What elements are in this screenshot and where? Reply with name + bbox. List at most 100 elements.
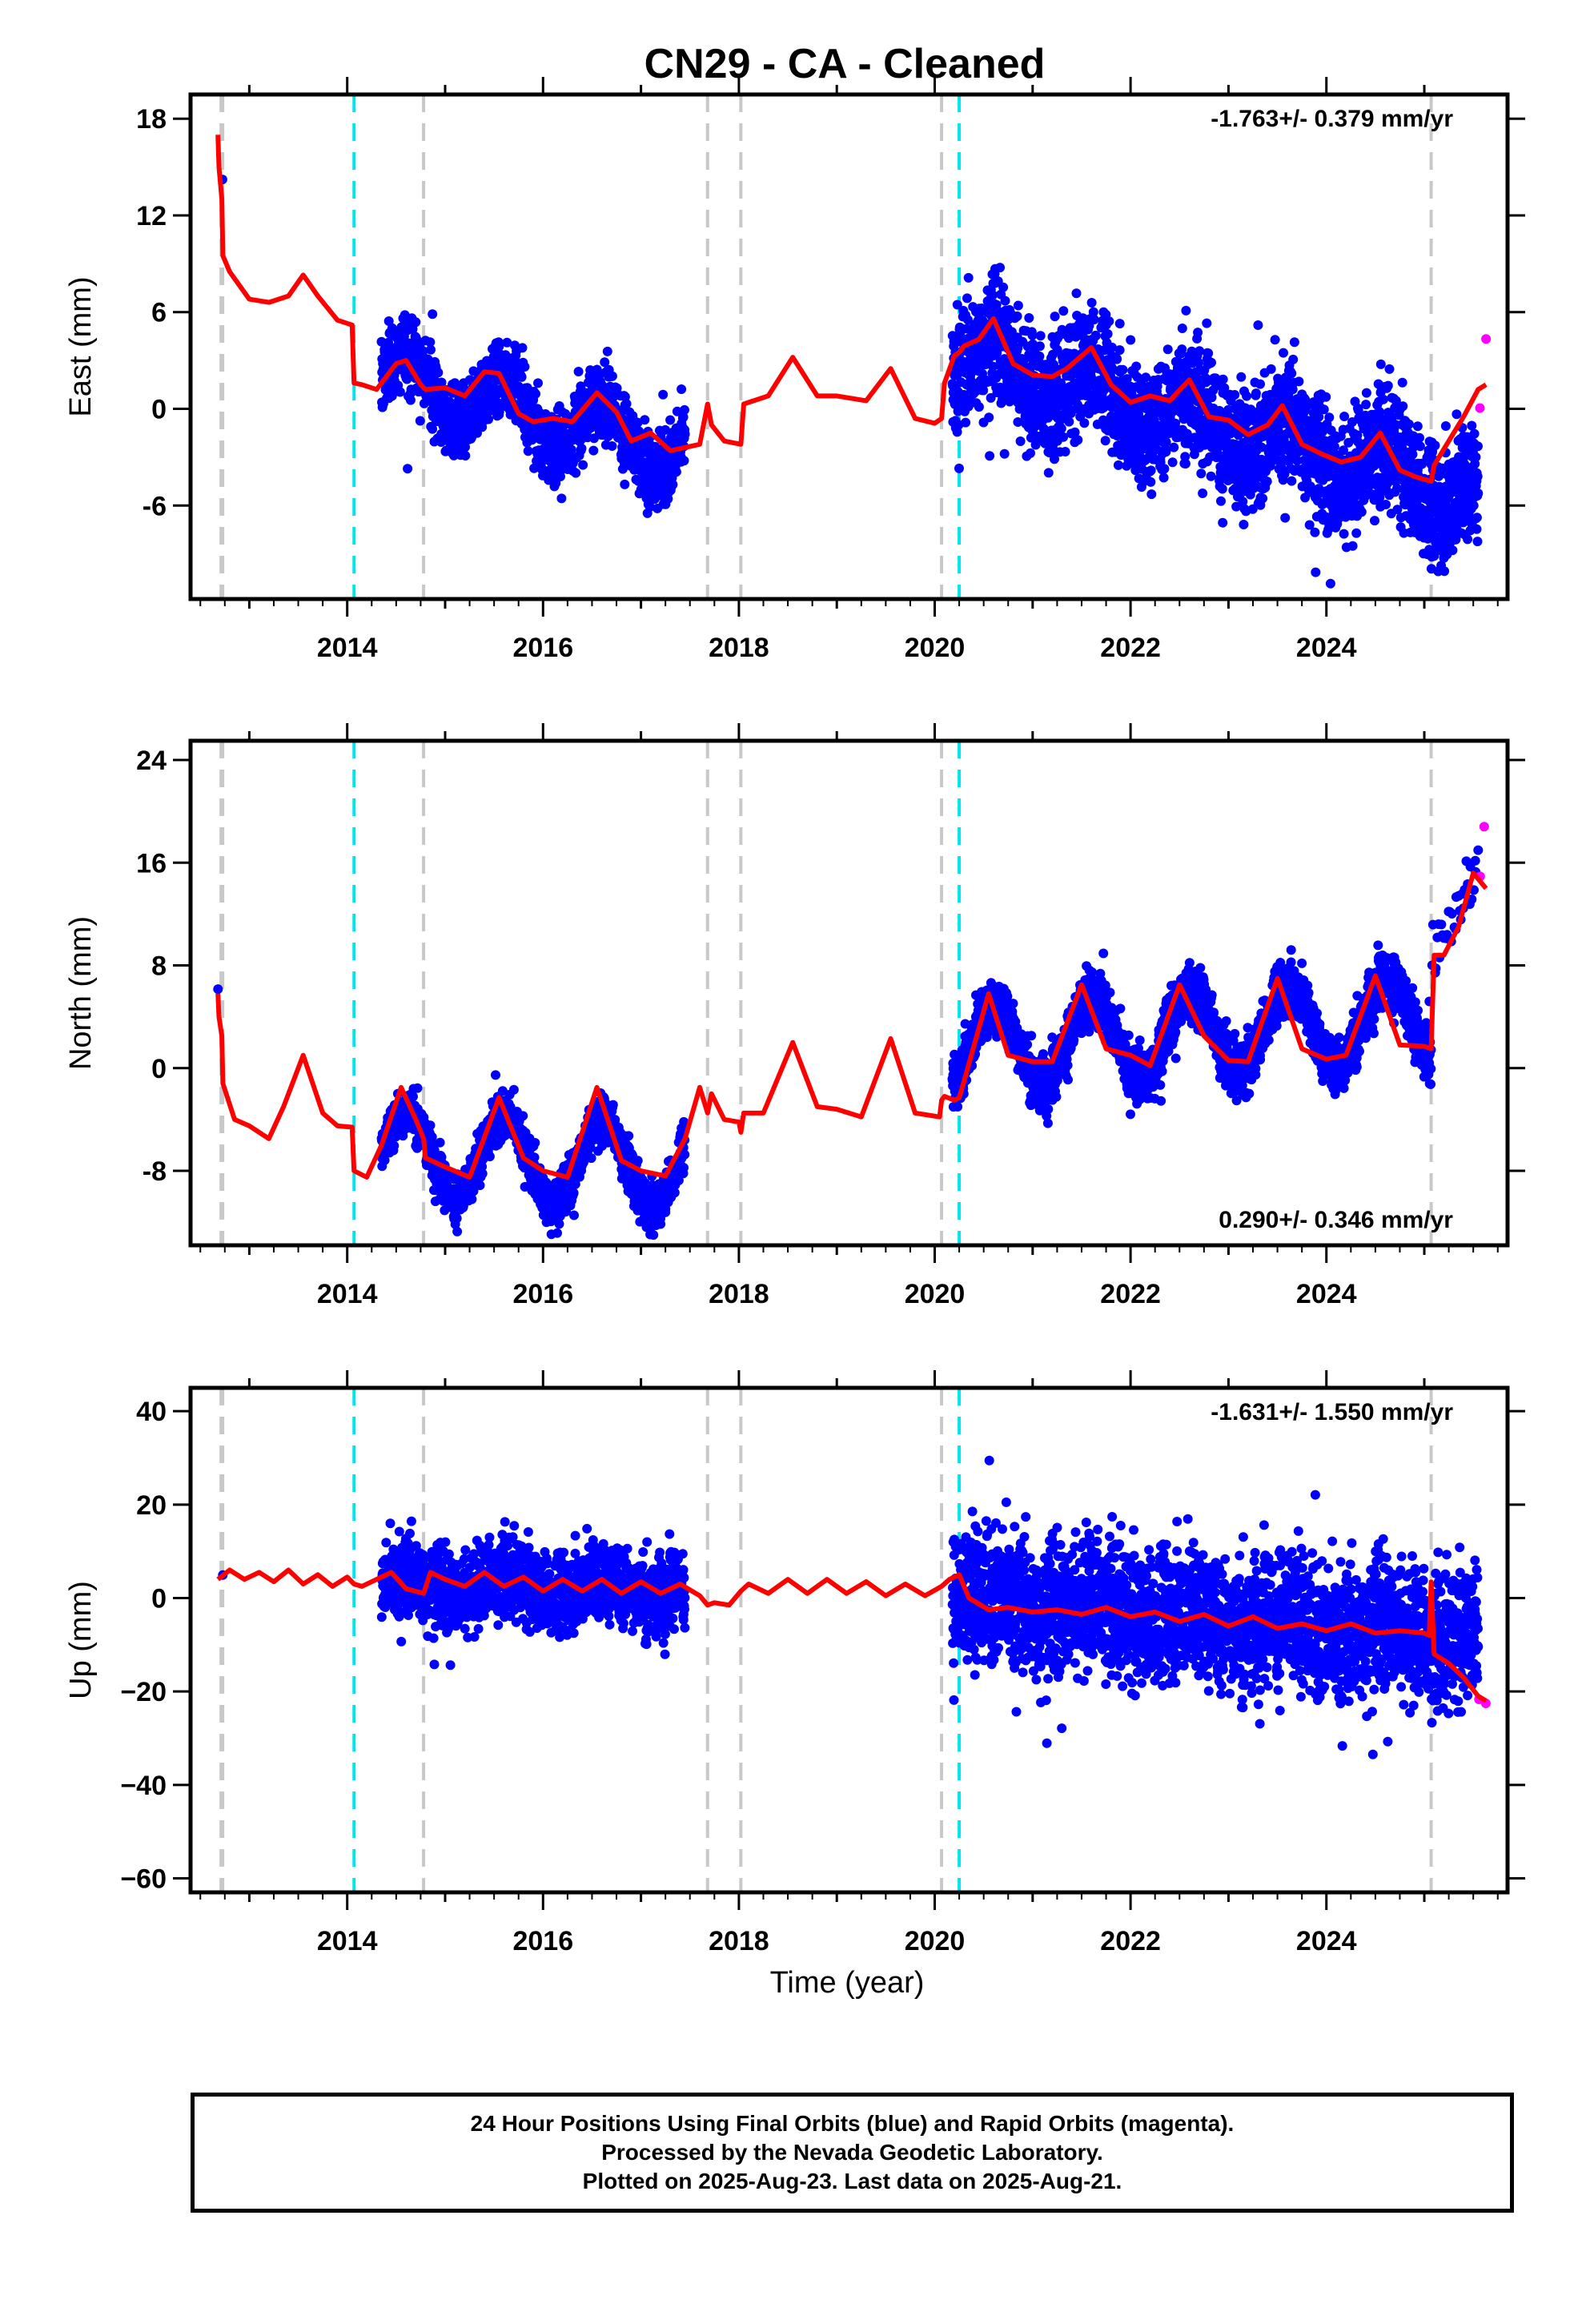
east-final-point <box>1339 529 1349 539</box>
east-final-point <box>1468 501 1479 511</box>
east-final-point <box>1415 432 1424 443</box>
east-final-point <box>1255 379 1265 389</box>
east-final-point <box>1460 460 1470 470</box>
east-final-point <box>999 448 1010 459</box>
east-final-point <box>1463 534 1473 545</box>
east-final-point <box>1473 441 1483 452</box>
east-final-point <box>403 464 413 474</box>
east-final-point <box>484 414 493 424</box>
east-final-point <box>533 378 543 388</box>
east-final-point <box>523 446 533 456</box>
east-final-point <box>1050 454 1059 464</box>
north-final-point <box>467 1194 477 1204</box>
north-final-point <box>389 1140 400 1151</box>
east-final-point <box>1218 374 1228 384</box>
east-final-point <box>1452 409 1462 420</box>
east-final-point <box>1253 320 1263 330</box>
east-y-tick-label: -6 <box>143 491 167 521</box>
east-final-point <box>607 441 617 451</box>
east-final-point <box>1242 391 1252 401</box>
east-final-point <box>1125 458 1135 468</box>
east-final-point <box>1146 476 1156 487</box>
east-final-point <box>1114 345 1125 356</box>
east-final-point <box>428 309 438 320</box>
east-final-point <box>556 472 565 481</box>
east-final-point <box>1279 468 1290 479</box>
east-final-point <box>578 460 588 470</box>
east-final-point <box>1089 315 1099 324</box>
east-final-point <box>668 480 678 490</box>
east-final-point <box>1181 305 1191 316</box>
north-final-point <box>452 1213 462 1224</box>
east-final-point <box>1090 331 1101 341</box>
east-final-point <box>1113 460 1123 470</box>
east-final-point <box>1472 524 1482 534</box>
east-final-point <box>1012 311 1022 321</box>
east-final-point <box>679 456 689 466</box>
east-y-axis-label: East (mm) <box>64 276 98 416</box>
east-final-point <box>1030 440 1041 450</box>
east-final-point <box>602 346 612 356</box>
east-final-point <box>1107 342 1117 352</box>
north-final-point <box>484 1152 495 1162</box>
east-final-point <box>1058 432 1069 442</box>
north-plot-area <box>213 741 1489 1245</box>
east-final-point <box>1417 459 1427 469</box>
east-final-point <box>1381 500 1391 509</box>
east-final-point <box>1304 520 1315 530</box>
east-final-point <box>1369 460 1379 471</box>
east-final-point <box>607 371 617 381</box>
east-final-point <box>954 463 964 473</box>
east-final-point <box>1073 435 1083 445</box>
east-final-point <box>1238 497 1248 507</box>
east-final-point <box>1256 442 1267 452</box>
east-final-point <box>1415 441 1425 452</box>
east-final-point <box>962 293 972 304</box>
east-final-point <box>1056 424 1066 434</box>
east-final-point <box>1177 344 1187 355</box>
east-final-point <box>1126 335 1136 345</box>
east-final-point <box>1146 465 1156 476</box>
east-final-point <box>1473 489 1484 498</box>
east-final-point <box>1050 312 1060 322</box>
north-final-point <box>427 1132 437 1142</box>
east-final-point <box>1024 313 1034 323</box>
east-final-point <box>1270 335 1280 345</box>
east-final-point <box>1182 428 1192 439</box>
east-final-point <box>1100 436 1110 446</box>
east-final-point <box>961 417 971 428</box>
east-final-point <box>1384 364 1395 374</box>
east-final-point <box>1467 420 1477 431</box>
east-final-point <box>1043 468 1054 478</box>
east-final-point <box>1370 516 1379 526</box>
east-final-point <box>1279 348 1288 358</box>
east-final-point <box>658 389 669 400</box>
east-final-point <box>1122 374 1132 384</box>
east-final-point <box>999 390 1010 400</box>
east-final-point <box>1161 447 1171 457</box>
east-final-point <box>1353 405 1363 416</box>
east-final-point <box>1079 418 1090 428</box>
north-final-point <box>491 1070 500 1080</box>
east-final-point <box>1035 331 1046 341</box>
east-final-point <box>1102 329 1113 339</box>
east-final-point <box>1193 328 1203 338</box>
east-final-point <box>1339 445 1348 456</box>
east-final-point <box>1013 300 1023 311</box>
east-final-point <box>1000 296 1010 306</box>
east-rapid-point <box>1475 403 1485 413</box>
east-final-point <box>1134 403 1144 413</box>
east-final-point <box>1027 330 1038 340</box>
east-final-point <box>620 479 630 489</box>
north-final-point <box>475 1180 485 1191</box>
east-final-point <box>1043 412 1054 423</box>
east-final-point <box>644 502 655 512</box>
east-final-point <box>573 367 584 376</box>
east-final-point <box>962 315 973 325</box>
east-final-point <box>1015 436 1026 446</box>
east-final-point <box>1412 421 1423 432</box>
east-final-point <box>1469 428 1480 439</box>
east-final-point <box>1287 476 1297 486</box>
east-final-point <box>1104 316 1114 327</box>
